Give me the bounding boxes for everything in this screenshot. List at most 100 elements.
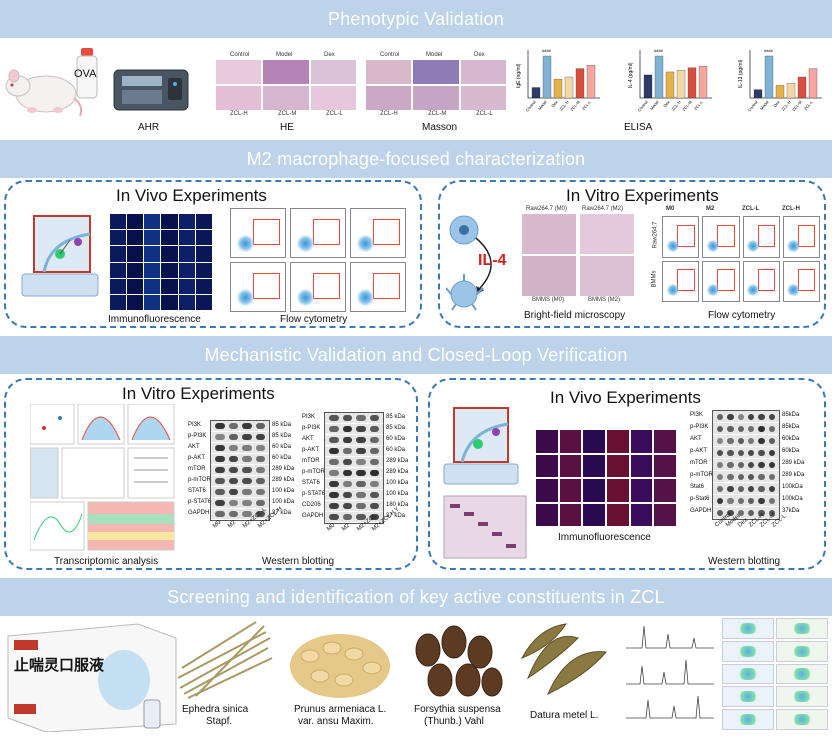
blot-band (242, 489, 252, 495)
elisa-tick-label: ZCL-H (670, 99, 681, 111)
blot-membrane (210, 420, 270, 521)
blot-band (356, 503, 366, 509)
flow-population (707, 239, 719, 253)
if-tile (127, 263, 143, 278)
if-tile (631, 455, 653, 478)
blot-band (242, 478, 252, 484)
if-tile (536, 504, 558, 527)
blot-band (717, 486, 723, 492)
if-tile (196, 230, 212, 245)
blot-band (229, 445, 239, 451)
blot-band (229, 478, 239, 484)
blot-band (256, 434, 266, 440)
blot-row (211, 454, 269, 465)
blot-band (370, 470, 380, 476)
blot-protein-label: p-PI3K (690, 424, 708, 430)
docking-pose (776, 641, 828, 662)
elisa-tick-label: Control (747, 99, 759, 112)
blot-kda-label: 60kDa (782, 448, 799, 454)
masson-tile (413, 60, 458, 84)
blot-band (727, 426, 733, 432)
docking-pose (722, 664, 774, 685)
flow-plot (743, 261, 780, 303)
blot-band (758, 414, 764, 420)
zcl-product-box (4, 620, 180, 732)
masson-tile (461, 86, 506, 110)
flow-plot (230, 262, 286, 312)
blot-kda-label: 289 kDa (386, 458, 408, 464)
blot-kda-label: 289 kDa (272, 477, 294, 483)
blot-band (329, 470, 339, 476)
if-tile (607, 479, 629, 502)
if-tile (161, 246, 177, 261)
blot-band (370, 415, 380, 421)
blot-protein-label: Stat6 (690, 484, 704, 490)
if-tile (161, 214, 177, 229)
docking-ligand-shape (792, 714, 812, 725)
masson-header-model: Model (426, 52, 442, 58)
blot-band (215, 500, 225, 506)
if-tile (631, 504, 653, 527)
blot-kda-label: 60 kDa (272, 444, 291, 450)
blot-band (329, 514, 339, 520)
herb-1-line2: Stapf. (206, 716, 232, 727)
blot-band (256, 423, 266, 429)
docking-pose (776, 664, 828, 685)
if-tile (179, 214, 195, 229)
blot-row (713, 447, 779, 459)
docking-ligand-shape (738, 691, 758, 702)
he-tile (311, 86, 356, 110)
blot-band (758, 474, 764, 480)
if-tile (196, 246, 212, 261)
blot-band (242, 423, 252, 429)
blot-kda-label: 85 kDa (272, 422, 291, 428)
blot-protein-label: STAT6 (302, 480, 320, 486)
blot-band (229, 456, 239, 462)
m2-flow2-panel: M0 M2 ZCL-L ZCL-H Raw264.7 BMMs (648, 206, 820, 306)
flow-gate (373, 273, 400, 299)
blot-kda-label: 85 kDa (386, 425, 405, 431)
blot-band (329, 426, 339, 432)
blot-band (329, 415, 339, 421)
elisa-tick-label: Model (759, 99, 770, 111)
herb-3-line1: Forsythia suspensa (414, 704, 501, 715)
blot-band (717, 462, 723, 468)
blot-row (325, 479, 383, 490)
blot-row (713, 483, 779, 495)
masson-footer-zclh: ZCL-H (380, 111, 398, 117)
blot-protein-label: PI3K (188, 422, 201, 428)
m2-invitro-title: In Vitro Experiments (566, 186, 719, 206)
bf-tile (580, 256, 634, 296)
blot-band (256, 478, 266, 484)
elisa-bar (576, 69, 584, 98)
blot-protein-label: p-mTOR (302, 469, 325, 475)
docking-pose (722, 709, 774, 730)
transcriptomic-collage (30, 404, 176, 552)
if-tile (127, 279, 143, 294)
blot-protein-label: GAPDH (188, 510, 209, 516)
bf-raw-m0-label: Raw264.7 (M0) (526, 206, 567, 212)
blot-protein-label: mTOR (690, 460, 708, 466)
flow-plot (702, 261, 739, 303)
invivo-tissue-and-gel-illustration (440, 404, 530, 560)
blot-band (215, 456, 225, 462)
molecular-docking-grid (722, 618, 828, 730)
blot-band (229, 423, 239, 429)
elisa-bar (655, 56, 663, 98)
elisa-tick-label: ZCL-L (803, 99, 814, 111)
flow-gate (798, 225, 816, 247)
flow-gate (677, 225, 695, 247)
blot-band (242, 467, 252, 473)
blot-band (748, 426, 754, 432)
elisa-ylabel: IgE (ng/ml) (516, 63, 522, 88)
blot-band (356, 514, 366, 520)
he-panel: Control Model Dex ZCL-H ZCL-M ZCL-L (216, 52, 356, 116)
flow-gate (313, 273, 340, 299)
docking-pose (776, 618, 828, 639)
elisa-bar (554, 79, 562, 98)
elisa-tick-label: Control (637, 99, 649, 112)
bright-field-panel: Raw264.7 (M0) Raw264.7 (M2) BMMS (M0) BM… (522, 206, 634, 306)
blot-band (229, 489, 239, 495)
blot-row (211, 487, 269, 498)
if-tile (110, 279, 126, 294)
